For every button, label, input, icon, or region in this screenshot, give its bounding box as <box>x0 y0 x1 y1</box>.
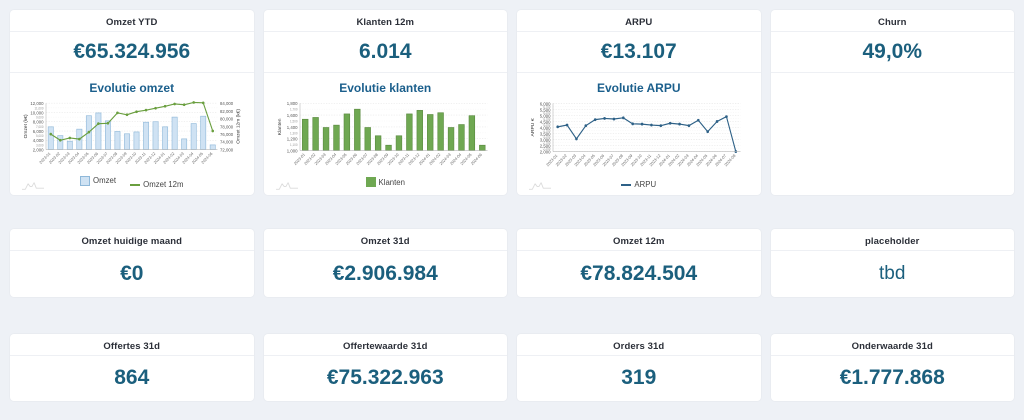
svg-text:1,400: 1,400 <box>286 124 297 129</box>
svg-text:1,600: 1,600 <box>286 113 297 118</box>
svg-text:1,700: 1,700 <box>290 107 298 111</box>
svg-text:72,000: 72,000 <box>220 147 234 152</box>
svg-text:2024-06: 2024-06 <box>469 151 483 166</box>
svg-text:1,800: 1,800 <box>286 101 297 106</box>
svg-text:Klanten: Klanten <box>277 118 283 135</box>
svg-text:Omzet 12m (k€): Omzet 12m (k€) <box>236 108 242 143</box>
svg-text:74,000: 74,000 <box>220 139 234 144</box>
svg-text:76,000: 76,000 <box>220 132 234 137</box>
svg-text:1,100: 1,100 <box>290 143 298 147</box>
svg-text:1,000: 1,000 <box>286 148 297 153</box>
svg-text:78,000: 78,000 <box>220 124 234 129</box>
svg-text:84,000: 84,000 <box>220 101 234 106</box>
svg-text:82,000: 82,000 <box>220 108 234 113</box>
svg-text:1,200: 1,200 <box>286 136 297 141</box>
svg-text:80,000: 80,000 <box>220 116 234 121</box>
svg-text:2024-08: 2024-08 <box>723 152 737 167</box>
svg-text:2,000: 2,000 <box>33 147 44 152</box>
svg-text:Omzet (k€): Omzet (k€) <box>23 114 29 138</box>
svg-text:2,000: 2,000 <box>540 149 551 154</box>
svg-text:1,300: 1,300 <box>290 131 298 135</box>
svg-text:1,500: 1,500 <box>290 119 298 123</box>
svg-text:ARPU €: ARPU € <box>530 118 536 136</box>
